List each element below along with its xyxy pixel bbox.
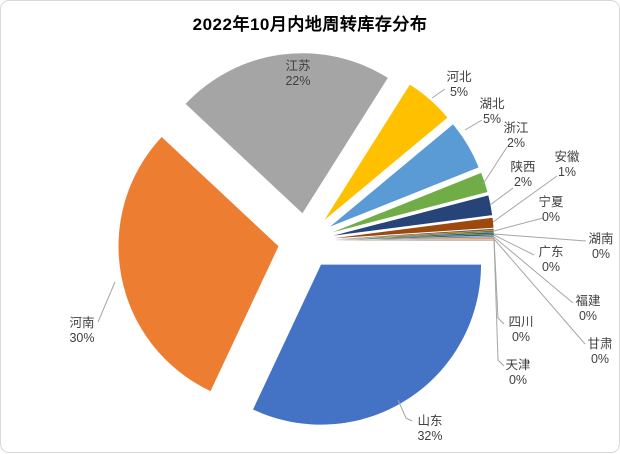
pie-slice (333, 232, 494, 240)
pie-slice (333, 235, 494, 241)
pie-slice (333, 230, 494, 240)
leader-line (397, 399, 413, 422)
pie-slice (332, 172, 488, 233)
leader-line (489, 187, 514, 206)
leader-line (493, 233, 587, 242)
leader-line (493, 239, 505, 367)
pie-slice (330, 124, 479, 227)
leader-line (464, 119, 483, 131)
leader-line (493, 217, 544, 232)
pie-slice (324, 84, 448, 220)
pie-slice (333, 195, 493, 236)
pie-slice (333, 217, 494, 239)
chart-title: 2022年10月内地周转库存分布 (192, 15, 428, 34)
pie-slice (334, 239, 494, 241)
leader-line (431, 88, 446, 99)
leader-line (493, 238, 586, 345)
pie-slice (118, 136, 279, 392)
leader-line (493, 234, 535, 256)
pie-slice (185, 53, 388, 214)
pie-slice (333, 228, 494, 240)
leader-line (482, 146, 508, 185)
leader-line (493, 237, 505, 325)
pie-slice (334, 237, 494, 241)
pie-slice (253, 264, 482, 425)
leader-line (97, 281, 116, 323)
leader-line (493, 236, 574, 304)
pie-slice (333, 234, 494, 241)
leader-line (492, 175, 558, 223)
